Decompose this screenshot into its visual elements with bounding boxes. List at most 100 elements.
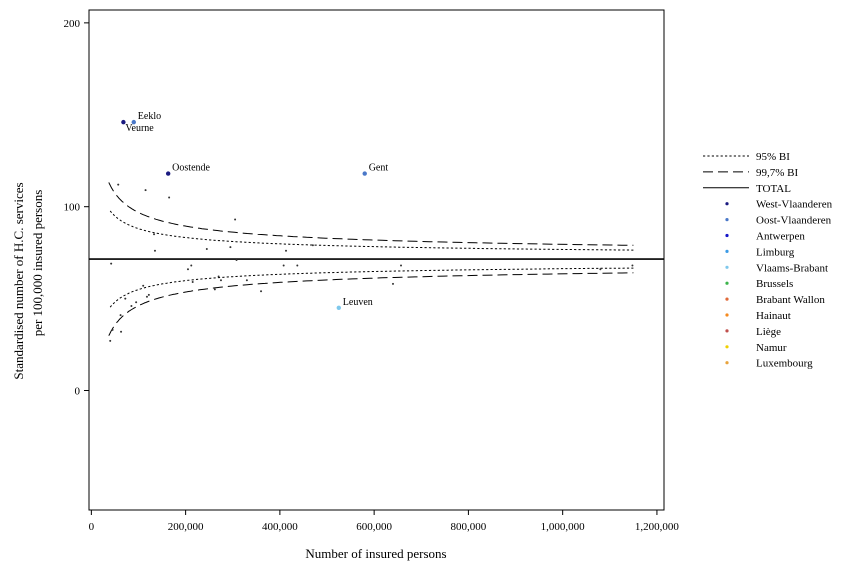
legend-label: Brabant Wallon	[756, 294, 825, 306]
95-bi-lower-curve	[109, 267, 634, 308]
data-point-vlaams-brabant	[336, 305, 341, 310]
point-label-veurne: Veurne	[125, 123, 154, 134]
legend-label: Antwerpen	[756, 231, 805, 243]
legend-item-limburg: Limburg	[725, 246, 795, 258]
data-point	[400, 264, 403, 267]
y-tick-label: 100	[64, 202, 81, 214]
legend-label: Namur	[756, 342, 787, 354]
y-axis-label: Standardised number of H.C. services	[11, 182, 26, 379]
data-point-west-vlaanderen	[165, 171, 171, 176]
legend-label: TOTAL	[756, 183, 791, 195]
legend-item-luxembourg: Luxembourg	[725, 358, 813, 370]
data-point-west-vlaanderen	[121, 119, 126, 125]
point-label-leuven: Leuven	[343, 297, 373, 308]
data-point	[145, 295, 148, 298]
data-points	[109, 119, 634, 342]
y-axis-label-line-1: Standardised number of H.C. services	[11, 182, 26, 379]
data-point	[190, 264, 193, 267]
legend-label: Oost-Vlaanderen	[756, 215, 832, 227]
legend-marker	[725, 313, 729, 317]
x-tick-label: 1,000,000	[541, 521, 586, 533]
legend-item-oost-vlaanderen: Oost-Vlaanderen	[725, 215, 832, 227]
data-point	[391, 282, 394, 285]
legend-item-li-ge: Liège	[725, 326, 781, 338]
data-point	[245, 279, 248, 282]
data-point	[142, 284, 145, 287]
data-point	[631, 264, 634, 267]
legend-item-brabant-wallon: Brabant Wallon	[725, 294, 825, 306]
legend-marker	[725, 361, 729, 365]
x-tick-label: 600,000	[356, 521, 392, 533]
legend-label: Limburg	[756, 246, 795, 258]
legend-marker	[725, 329, 729, 333]
point-label-gent: Gent	[369, 163, 389, 174]
data-point	[229, 246, 232, 249]
y-tick-label: 200	[64, 18, 81, 30]
legend-label: Vlaams-Brabant	[756, 262, 828, 274]
data-point	[153, 233, 156, 236]
legend-item-vlaams-brabant: Vlaams-Brabant	[725, 262, 828, 274]
data-point	[120, 330, 123, 333]
legend-marker	[725, 297, 729, 301]
data-point	[234, 218, 237, 221]
legend-marker	[725, 265, 729, 269]
legend-label: Hainaut	[756, 310, 791, 322]
data-point	[186, 268, 189, 271]
control-limit-curves	[89, 182, 664, 336]
data-point	[191, 281, 194, 284]
data-point	[147, 293, 150, 296]
x-tick-label: 0	[89, 521, 95, 533]
data-point	[599, 268, 602, 271]
legend-marker	[725, 202, 729, 206]
legend-marker	[725, 218, 729, 222]
y-tick-label: 0	[75, 386, 81, 398]
x-tick-label: 1,200,000	[635, 521, 680, 533]
legend-item-namur: Namur	[725, 342, 787, 354]
legend-item-hainaut: Hainaut	[725, 310, 791, 322]
data-point	[144, 189, 147, 192]
95-bi-upper-curve	[109, 210, 634, 251]
y-axis: 0 100 200	[64, 18, 89, 398]
legend-label: West-Vlaanderen	[756, 199, 833, 211]
data-point	[135, 301, 138, 304]
plot-area: Veurne Oostende Eeklo Gent Leuven	[88, 9, 665, 511]
point-label-eeklo: Eeklo	[138, 111, 161, 122]
data-point	[153, 249, 156, 252]
x-axis-label: Number of insured persons	[305, 546, 446, 561]
data-point	[311, 244, 314, 247]
99-7-bi-lower-curve	[108, 272, 634, 336]
legend-marker	[725, 281, 729, 285]
data-point	[213, 288, 216, 291]
data-point	[235, 259, 238, 261]
legend-marker	[725, 345, 729, 349]
legend-label: 95% BI	[756, 151, 790, 163]
data-point-oost-vlaanderen	[362, 171, 367, 176]
legend-label: Luxembourg	[756, 358, 813, 370]
legend-item-brussels: Brussels	[725, 278, 793, 290]
legend-marker	[725, 249, 729, 253]
legend-item-antwerpen: Antwerpen	[725, 231, 805, 243]
legend-label: 99,7% BI	[756, 167, 799, 179]
data-point	[282, 264, 285, 267]
x-tick-label: 400,000	[262, 521, 298, 533]
data-point	[217, 275, 220, 278]
data-point	[296, 264, 299, 267]
plot-frame	[88, 9, 665, 511]
legend-item-total: TOTAL	[703, 183, 791, 195]
point-label-oostende: Oostende	[172, 163, 210, 174]
legend-marker	[725, 233, 729, 238]
data-point	[119, 314, 122, 317]
data-point-oost-vlaanderen	[131, 119, 136, 125]
data-point	[205, 247, 208, 250]
y-axis-label-line-2: per 100,000 insured persons	[30, 190, 45, 337]
data-point	[219, 279, 222, 282]
data-point	[168, 196, 171, 199]
99-7-bi-upper-curve	[108, 182, 634, 246]
x-tick-label: 200,000	[168, 521, 204, 533]
data-point	[130, 304, 133, 307]
legend-label: Brussels	[756, 278, 793, 290]
data-point	[285, 249, 288, 252]
data-point	[111, 328, 114, 331]
legend: 95% BI 99,7% BI TOTAL West-Vlaanderen Oost-V…	[703, 151, 833, 370]
